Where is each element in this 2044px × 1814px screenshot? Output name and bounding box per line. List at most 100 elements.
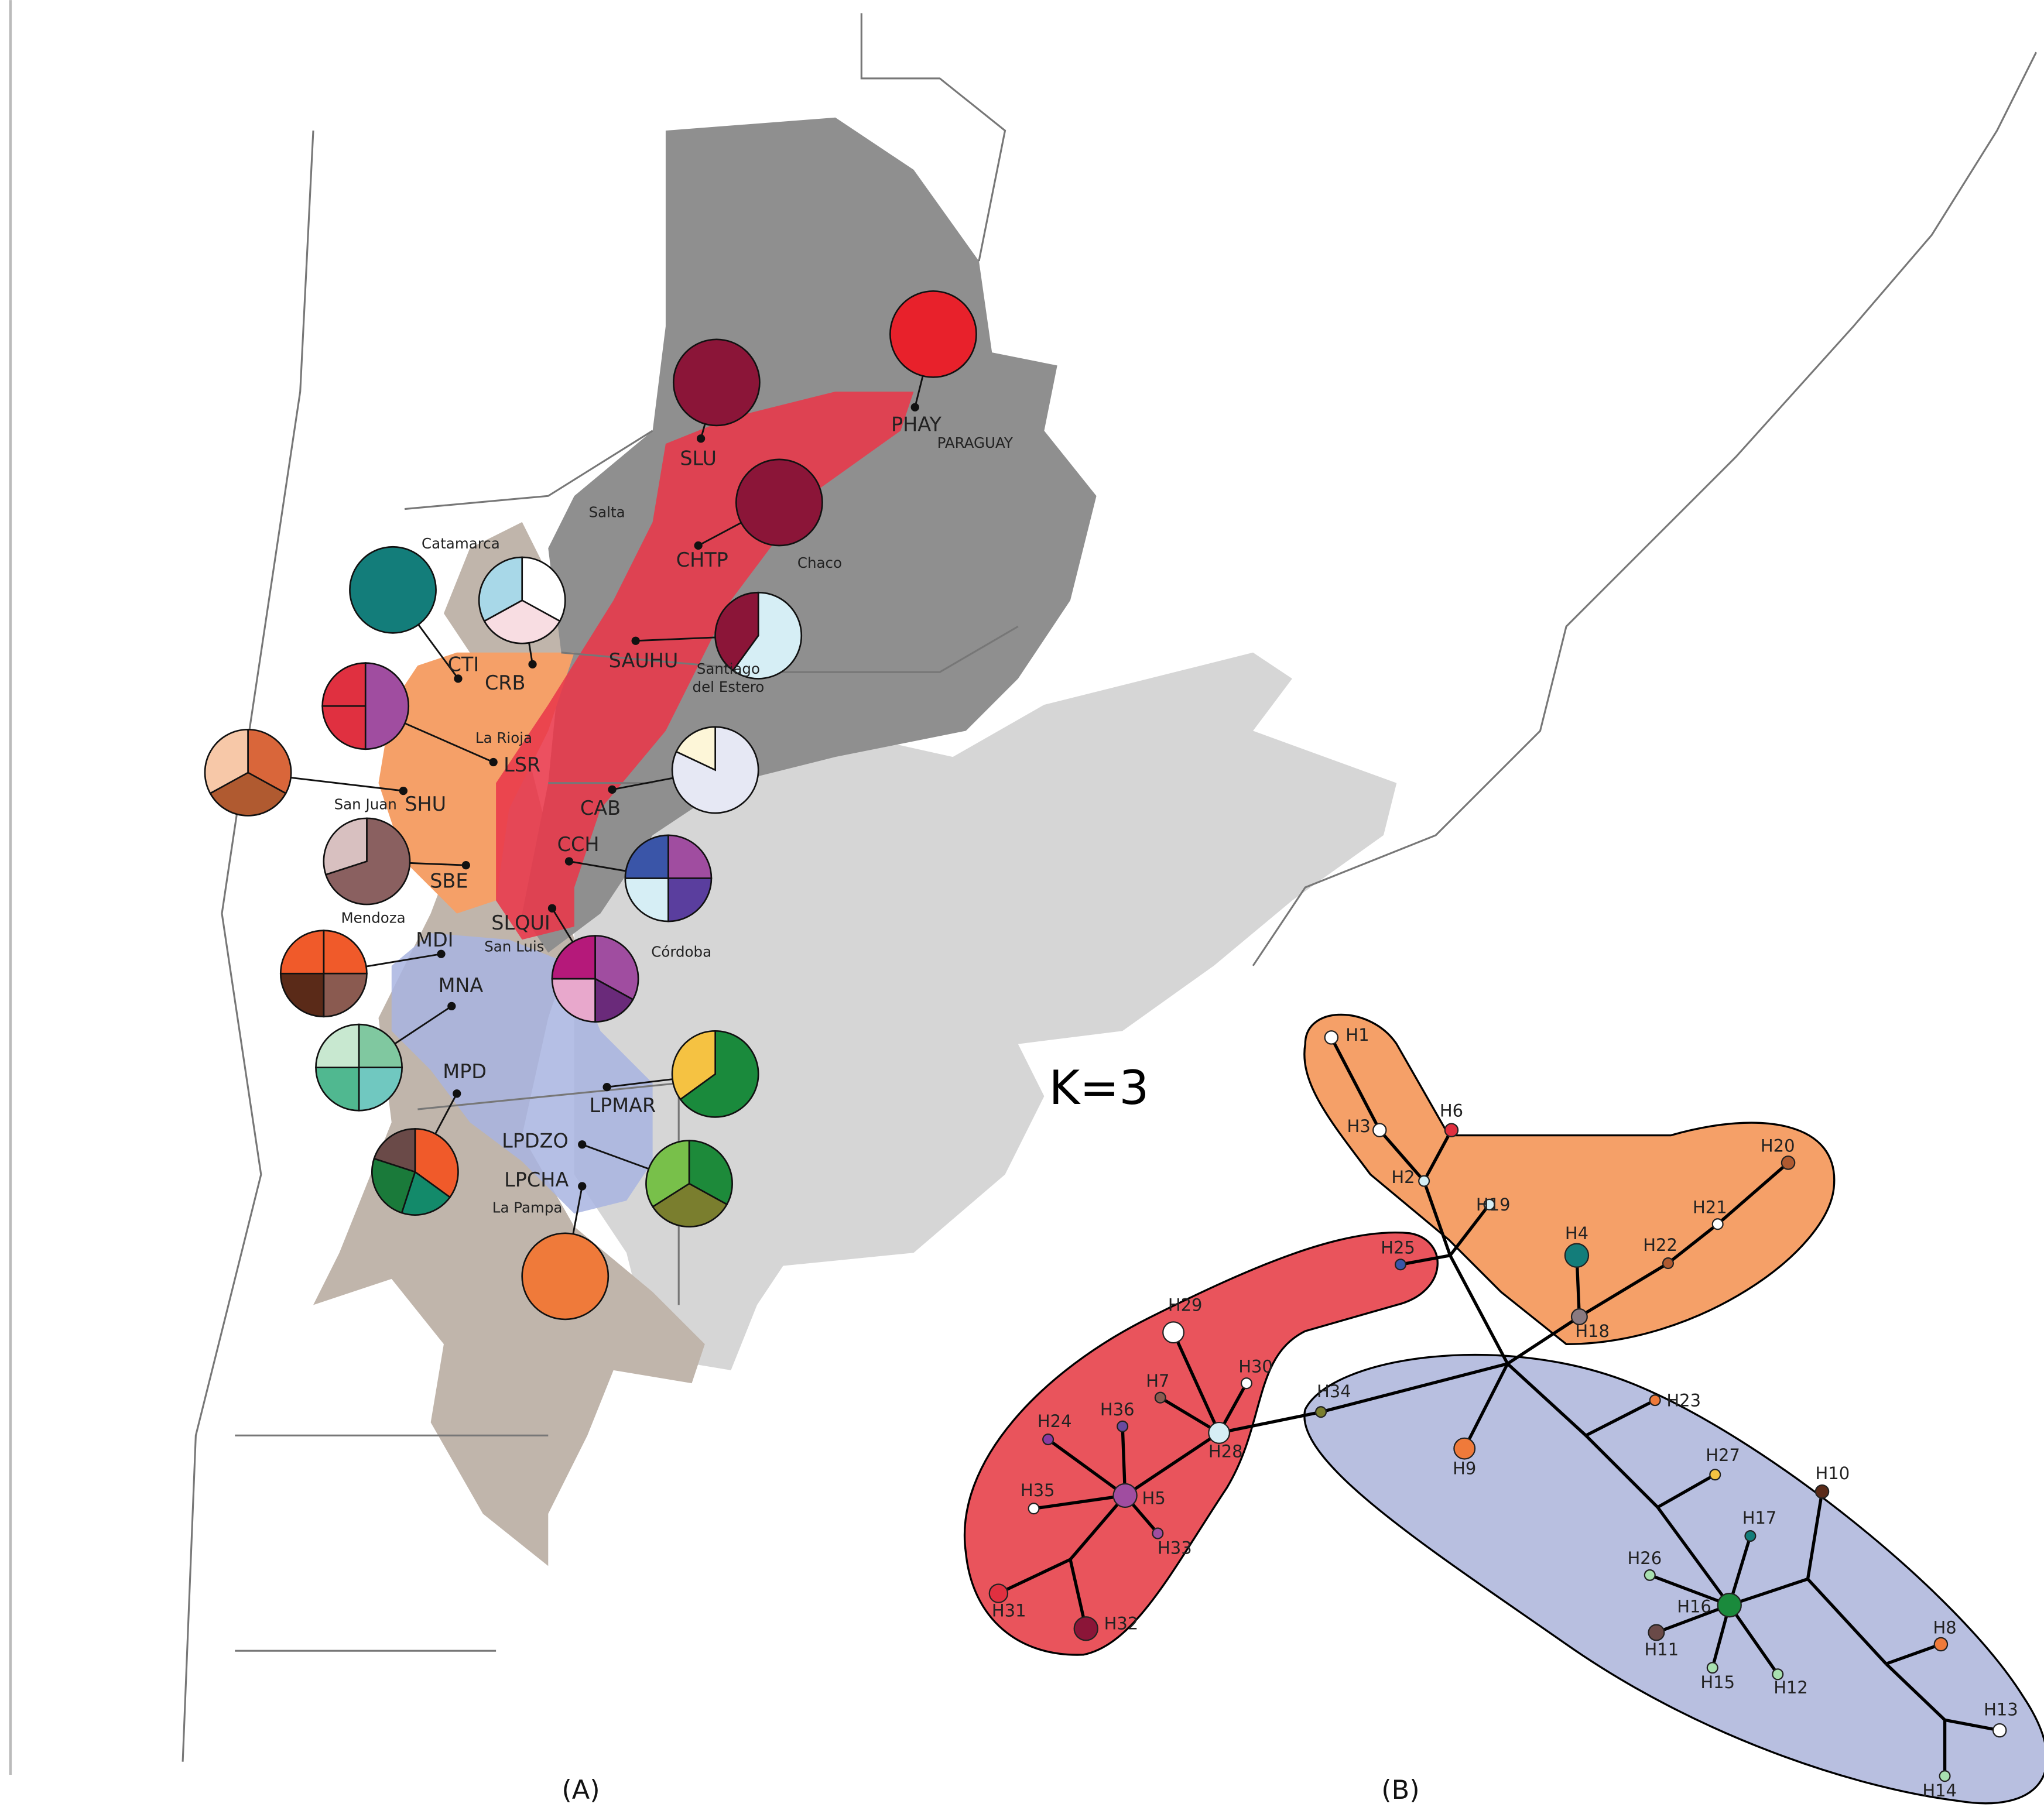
haplotype-node bbox=[1453, 1437, 1476, 1460]
pie-slice bbox=[679, 1030, 759, 1118]
haplotype-label: H30 bbox=[1238, 1356, 1273, 1376]
place-label: PARAGUAY bbox=[937, 434, 1014, 451]
haplotype-node bbox=[1314, 1406, 1327, 1418]
population-label: CCH bbox=[557, 833, 600, 856]
population-label: LSR bbox=[504, 753, 540, 776]
pie-slice bbox=[551, 935, 596, 980]
population-label: CHTP bbox=[676, 548, 728, 571]
network-edge bbox=[1507, 1315, 1580, 1365]
haplotype-node bbox=[1042, 1434, 1054, 1446]
place-label: San Luis bbox=[484, 938, 544, 955]
pie-slice bbox=[324, 817, 411, 906]
haplotype-node bbox=[1649, 1394, 1661, 1407]
place-label: La Rioja bbox=[475, 729, 532, 746]
place-label: Santiago bbox=[697, 660, 760, 677]
pie-slice bbox=[349, 546, 437, 634]
population-label: LPDZO bbox=[502, 1129, 569, 1152]
haplotype-node bbox=[1117, 1420, 1129, 1432]
haplotype-node bbox=[1648, 1624, 1665, 1641]
pie-slice bbox=[645, 1140, 690, 1208]
cluster-blue bbox=[1303, 1353, 2044, 1805]
haplotype-label: H7 bbox=[1146, 1371, 1169, 1391]
border bbox=[1252, 52, 2038, 966]
haplotype-label: H17 bbox=[1742, 1508, 1777, 1528]
haplotype-label: H19 bbox=[1476, 1195, 1511, 1215]
haplotype-node bbox=[1644, 1569, 1656, 1581]
place-label: La Pampa bbox=[492, 1199, 563, 1216]
haplotype-label: H34 bbox=[1317, 1381, 1351, 1401]
network-edge bbox=[1667, 1223, 1719, 1265]
haplotype-node bbox=[1240, 1377, 1252, 1390]
population-label: SHU bbox=[405, 793, 446, 815]
pie-slice bbox=[315, 1023, 360, 1069]
network-edge bbox=[1806, 1578, 1888, 1665]
region-light bbox=[574, 652, 1397, 1370]
network-edge bbox=[1655, 1603, 1730, 1634]
haplotype-label: H16 bbox=[1677, 1597, 1711, 1617]
pie-slice bbox=[688, 1140, 733, 1206]
haplotype-label: H18 bbox=[1575, 1321, 1610, 1341]
haplotype-label: H1 bbox=[1345, 1025, 1369, 1045]
site-dot bbox=[437, 949, 446, 958]
pie-slice bbox=[323, 817, 368, 876]
k-annotation: K=3 bbox=[1049, 1061, 1149, 1115]
network-edge bbox=[1159, 1396, 1220, 1435]
haplotype-node bbox=[1564, 1243, 1590, 1268]
haplotype-label: H24 bbox=[1038, 1411, 1072, 1431]
haplotype-label: H5 bbox=[1142, 1489, 1166, 1508]
place-label: Córdoba bbox=[651, 944, 711, 961]
pie-slice bbox=[364, 662, 410, 750]
haplotype-label: H12 bbox=[1773, 1678, 1808, 1698]
pie-slice bbox=[478, 556, 523, 622]
network-edge bbox=[1047, 1438, 1127, 1497]
network-edge bbox=[1656, 1473, 1716, 1509]
pie-slice bbox=[358, 1023, 403, 1069]
haplotype-node bbox=[1372, 1123, 1387, 1137]
network-edge bbox=[1378, 1129, 1426, 1182]
population-label: LPCHA bbox=[504, 1168, 569, 1191]
haplotype-label: H11 bbox=[1645, 1640, 1679, 1659]
population-label: CAB bbox=[580, 797, 621, 819]
site-dot bbox=[399, 786, 408, 795]
haplotype-label: H20 bbox=[1761, 1136, 1795, 1156]
pie-slice bbox=[247, 728, 292, 795]
pie-slice bbox=[358, 1067, 403, 1112]
haplotype-label: H23 bbox=[1666, 1390, 1701, 1410]
pie-slice bbox=[414, 1128, 459, 1199]
network-edge bbox=[1330, 1037, 1381, 1131]
pie-slice bbox=[521, 556, 566, 622]
place-label: Salta bbox=[589, 503, 625, 520]
haplotype-label: H28 bbox=[1208, 1441, 1243, 1461]
cluster-orange bbox=[1303, 1013, 1836, 1345]
region-red bbox=[496, 391, 914, 940]
site-dot bbox=[694, 541, 703, 550]
pie-slice bbox=[675, 726, 716, 771]
caption: (A) bbox=[561, 1775, 600, 1805]
haplotype-node bbox=[1992, 1723, 2007, 1738]
network-edge bbox=[1585, 1398, 1656, 1437]
pie-slice bbox=[279, 930, 325, 975]
haplotype-node bbox=[1112, 1483, 1138, 1508]
haplotype-node bbox=[988, 1583, 1009, 1603]
haplotype-label: H3 bbox=[1347, 1116, 1371, 1136]
site-dot bbox=[547, 904, 557, 913]
site-dot bbox=[461, 861, 470, 870]
network-edge bbox=[1422, 1180, 1452, 1256]
haplotype-label: H31 bbox=[992, 1600, 1026, 1620]
haplotype-label: H29 bbox=[1168, 1295, 1203, 1315]
site-dot bbox=[489, 757, 498, 767]
site-dot bbox=[454, 674, 463, 683]
haplotype-label: H21 bbox=[1693, 1197, 1727, 1217]
network-edge bbox=[1579, 1261, 1669, 1318]
pie-slice bbox=[671, 1030, 716, 1100]
haplotype-node bbox=[1711, 1218, 1724, 1230]
network-edge bbox=[1218, 1410, 1321, 1435]
haplotype-label: H14 bbox=[1922, 1781, 1957, 1801]
site-dot bbox=[564, 857, 574, 866]
pie-slice bbox=[594, 977, 634, 1023]
place-label: Catamarca bbox=[422, 535, 500, 552]
site-dot bbox=[578, 1182, 587, 1191]
population-label: SAUHU bbox=[609, 649, 679, 672]
network-edge bbox=[1449, 1254, 1509, 1364]
haplotype-node bbox=[1662, 1257, 1675, 1270]
